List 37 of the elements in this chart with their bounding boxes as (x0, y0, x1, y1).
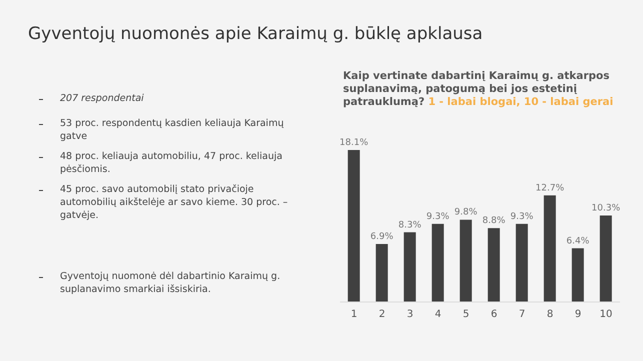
bar (516, 224, 528, 302)
x-tick-label: 6 (490, 309, 498, 320)
data-label: 6.4% (566, 236, 590, 246)
bar (460, 220, 472, 302)
bar (348, 150, 360, 302)
data-label: 9.3% (426, 212, 450, 222)
bar (404, 232, 416, 302)
text: 53 proc. respondentų kasdien keliauja Karaimų gatve (60, 117, 285, 143)
text: 48 proc. keliauja automobiliu, 47 proc. keliauja pėsčiomis. (60, 150, 284, 176)
bar (544, 195, 556, 302)
x-tick-label: 2 (378, 309, 386, 320)
x-tick-label: 1 (350, 309, 358, 320)
x-tick-label: 7 (518, 309, 526, 320)
data-label: 9.8% (454, 208, 478, 218)
x-tick-label: 4 (434, 309, 442, 320)
text: 207 respondentai (60, 92, 144, 105)
text: Gyventojų nuomonė dėl dabartinio Karaimų g. suplanavimo smarkiai išsiskiria. (60, 270, 282, 296)
bar (432, 224, 444, 302)
text: 45 proc. savo automobilį stato privačioje automobilių aikštelėje ar savo kieme. 30 proc. – gatvėje. (60, 183, 289, 222)
data-label: 9.3% (510, 212, 534, 222)
chart-title: Gyventojų nuomonės apie Karaimų g. būklę apklausa (28, 24, 483, 44)
bar (600, 216, 612, 302)
bar (488, 228, 500, 302)
x-tick-label: 8 (546, 309, 554, 320)
data-label: 8.3% (398, 220, 422, 230)
data-label: 12.7% (536, 183, 565, 194)
data-label: 6.9% (370, 232, 394, 242)
bar (572, 248, 584, 302)
x-tick-label: 5 (462, 309, 470, 320)
text: 1 - labai blogai, 10 - labai gerai (428, 96, 614, 108)
data-label: 8.8% (482, 216, 506, 226)
x-tick-label: 10 (600, 309, 612, 320)
bar (376, 244, 388, 302)
x-tick-label: 3 (406, 309, 414, 320)
data-label: 10.3% (592, 204, 621, 214)
data-label: 18.1% (340, 138, 369, 148)
x-tick-label: 9 (574, 309, 582, 320)
